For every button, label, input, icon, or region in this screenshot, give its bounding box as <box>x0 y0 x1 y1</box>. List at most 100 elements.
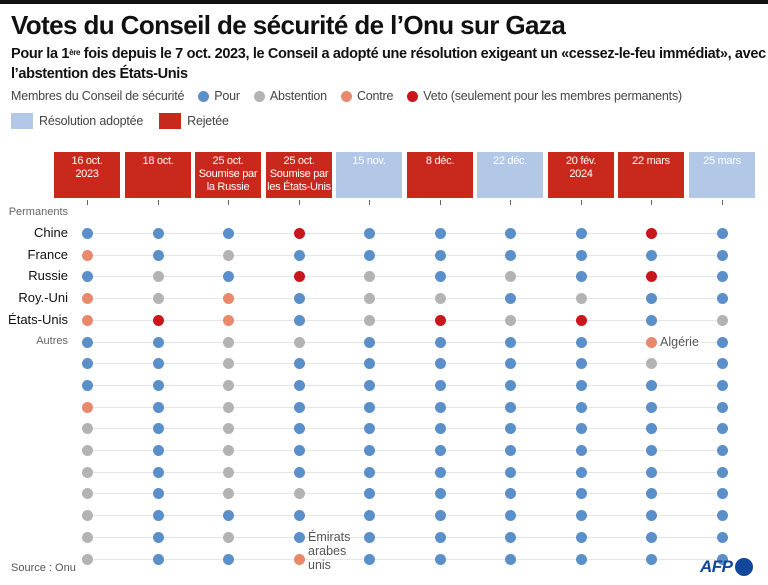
vote-dot-pour <box>504 401 516 413</box>
vote-dot-pour <box>434 227 446 239</box>
vote-dot-pour <box>645 531 657 543</box>
vote-dot-pour <box>716 509 728 521</box>
vote-dot-pour <box>434 531 446 543</box>
vote-dot-pour <box>293 357 305 369</box>
legend-members-label: Membres du Conseil de sécurité <box>11 89 185 103</box>
vote-dot-pour <box>504 249 516 261</box>
column-tick <box>722 200 723 205</box>
vote-dot-veto <box>152 314 164 326</box>
vote-dot-pour <box>363 422 375 434</box>
vote-dot-pour <box>293 314 305 326</box>
vote-dot-pour <box>434 466 446 478</box>
vote-dot-pour <box>716 379 728 391</box>
vote-dot-pour <box>645 314 657 326</box>
row-line <box>87 363 722 364</box>
vote-dot-pour <box>645 422 657 434</box>
vote-dot-pour <box>716 227 728 239</box>
vote-dot-pour <box>152 357 164 369</box>
vote-dot-pour <box>363 401 375 413</box>
dot-icon <box>253 90 265 102</box>
column-header-label: 2024 <box>569 168 593 180</box>
vote-dot-pour <box>716 531 728 543</box>
column-tick <box>158 200 159 205</box>
vote-dot-pour <box>504 422 516 434</box>
vote-dot-contre <box>81 249 93 261</box>
column-header-label: 25 oct. <box>212 155 244 167</box>
vote-dot-abstention <box>645 357 657 369</box>
vote-dot-abstention <box>81 444 93 456</box>
vote-dot-pour <box>434 401 446 413</box>
row-line <box>87 450 722 451</box>
column-header: 18 oct. <box>125 152 191 198</box>
vote-dot-pour <box>434 249 446 261</box>
column-header-label: 22 mars <box>632 155 670 167</box>
column-header: 8 déc. <box>407 152 473 198</box>
vote-dot-abstention <box>81 531 93 543</box>
column-header: 22 déc. <box>477 152 543 198</box>
vote-dot-pour <box>152 444 164 456</box>
column-header: 25 mars <box>689 152 755 198</box>
vote-dot-veto <box>293 227 305 239</box>
vote-dot-pour <box>645 487 657 499</box>
vote-dot-pour <box>222 553 234 565</box>
vote-dot-contre <box>293 553 305 565</box>
vote-dot-contre <box>81 292 93 304</box>
vote-dot-pour <box>293 509 305 521</box>
vote-dot-pour <box>434 422 446 434</box>
vote-dot-pour <box>363 357 375 369</box>
vote-dot-pour <box>434 379 446 391</box>
vote-dot-pour <box>716 357 728 369</box>
vote-dot-pour <box>81 270 93 282</box>
vote-dot-pour <box>363 444 375 456</box>
vote-dot-pour <box>716 553 728 565</box>
vote-dot-pour <box>575 422 587 434</box>
vote-dot-pour <box>504 336 516 348</box>
vote-dot-veto <box>645 227 657 239</box>
column-header: 25 oct. Soumise par les États-Unis <box>266 152 332 198</box>
vote-dot-pour <box>575 270 587 282</box>
vote-dot-abstention <box>81 553 93 565</box>
column-tick <box>228 200 229 205</box>
group-label-autres: Autres <box>36 335 68 347</box>
row-line <box>87 428 722 429</box>
vote-dot-abstention <box>222 357 234 369</box>
vote-dot-abstention <box>222 401 234 413</box>
dot-icon <box>407 90 419 102</box>
legend-label: Veto (seulement pour les membres permane… <box>423 89 682 103</box>
vote-dot-pour <box>293 466 305 478</box>
vote-dot-pour <box>716 487 728 499</box>
vote-dot-pour <box>645 249 657 261</box>
vote-dot-abstention <box>504 270 516 282</box>
row-label: France <box>27 247 68 262</box>
row-line <box>87 298 722 299</box>
row-label: Chine <box>34 225 68 240</box>
vote-dot-pour <box>716 401 728 413</box>
vote-dot-pour <box>504 227 516 239</box>
vote-dot-pour <box>81 227 93 239</box>
column-tick <box>440 200 441 205</box>
legend-item-contre: Contre <box>340 89 393 103</box>
column-header-label: 20 fév. <box>565 155 597 167</box>
vote-dot-abstention <box>293 487 305 499</box>
vote-dot-pour <box>293 444 305 456</box>
legend-label: Rejetée <box>187 114 229 128</box>
vote-dot-pour <box>645 444 657 456</box>
vote-dot-pour <box>575 379 587 391</box>
row-label: États-Unis <box>8 312 68 327</box>
column-header-label: la Russie <box>206 181 250 193</box>
vote-dot-contre <box>645 336 657 348</box>
vote-dot-pour <box>504 379 516 391</box>
vote-dot-pour <box>575 531 587 543</box>
vote-dot-pour <box>152 227 164 239</box>
vote-dot-pour <box>716 422 728 434</box>
vote-dot-pour <box>434 444 446 456</box>
column-header: 25 oct. Soumise par la Russie <box>195 152 261 198</box>
column-tick <box>87 200 88 205</box>
vote-dot-contre <box>81 314 93 326</box>
vote-dot-pour <box>645 553 657 565</box>
row-line <box>87 276 722 277</box>
vote-dot-veto <box>575 314 587 326</box>
vote-dot-abstention <box>434 292 446 304</box>
vote-dot-pour <box>363 509 375 521</box>
vote-dot-pour <box>293 292 305 304</box>
